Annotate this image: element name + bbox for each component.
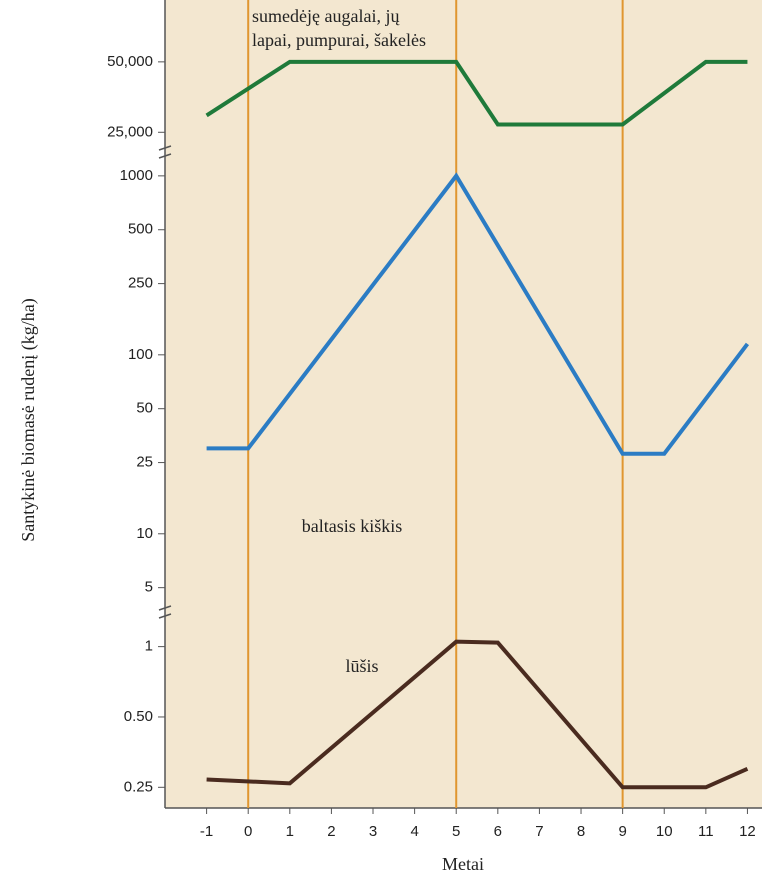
- series-line: [206, 639, 749, 790]
- annotation: lapai, pumpurai, šakelės: [252, 30, 426, 50]
- y-tick-label: 25: [136, 454, 153, 471]
- y-tick-label: 1: [145, 638, 153, 655]
- y-tick-label: 100: [128, 346, 153, 363]
- y-tick-label: 0.50: [124, 708, 153, 725]
- x-axis-label: Metai: [442, 854, 484, 874]
- x-tick-label: 6: [494, 823, 502, 840]
- x-tick-label: 2: [327, 823, 335, 840]
- annotation: lūšis: [345, 656, 378, 676]
- y-axis-label: Santykinė biomasė rudenį (kg/ha): [18, 298, 39, 541]
- axis-break: [158, 145, 172, 159]
- x-tick-label: 3: [369, 823, 377, 840]
- x-tick-label: 9: [618, 823, 626, 840]
- y-tick-label: 50,000: [107, 53, 153, 70]
- y-tick-label: 10: [136, 525, 153, 542]
- x-tick-label: 5: [452, 823, 460, 840]
- annotation: baltasis kiškis: [302, 516, 403, 536]
- y-tick-label: 5: [145, 579, 153, 596]
- x-tick-label: 11: [698, 823, 714, 840]
- annotation: sumedėję augalai, jų: [252, 6, 400, 26]
- series-line: [205, 59, 748, 127]
- x-tick-label: 4: [410, 823, 418, 840]
- x-tick-label: 10: [656, 823, 673, 840]
- y-tick-label: 500: [128, 221, 153, 238]
- x-tick-label: 0: [244, 823, 252, 840]
- y-tick-label: 1000: [120, 167, 153, 184]
- x-tick-label: 1: [286, 823, 294, 840]
- x-tick-label: -1: [200, 823, 213, 840]
- plot-area: [165, 0, 762, 808]
- y-tick-label: 25,000: [107, 123, 153, 140]
- x-tick-label: 12: [739, 823, 756, 840]
- y-tick-label: 0.25: [124, 778, 153, 795]
- series-line: [206, 172, 750, 456]
- axis-break: [158, 605, 172, 619]
- x-tick-label: 8: [577, 823, 585, 840]
- y-tick-label: 250: [128, 275, 153, 292]
- x-tick-label: 7: [535, 823, 543, 840]
- y-tick-label: 50: [136, 400, 153, 417]
